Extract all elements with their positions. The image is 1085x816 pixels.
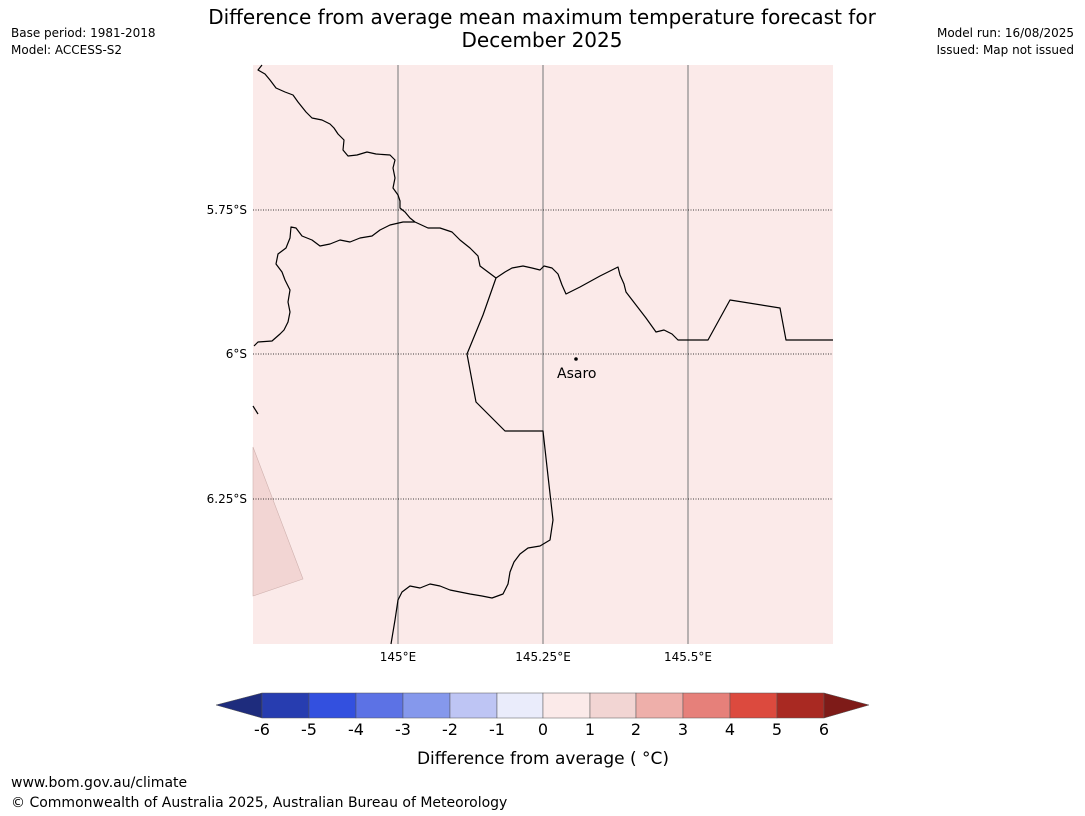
colorbar-title: Difference from average ( °C) <box>417 749 669 769</box>
colorbar-segment <box>355 692 404 719</box>
colorbar-segment <box>542 692 591 719</box>
colorbar-tick-label: -4 <box>348 720 364 739</box>
lat-label-6-25s: 6.25°S <box>207 492 247 506</box>
district-boundary <box>390 277 554 645</box>
map-panel: Asaro 5.75°S 6°S 6.25°S 145°E 145.25°E 1… <box>207 64 833 664</box>
model-run-info: Model run: 16/08/2025 Issued: Map not is… <box>936 25 1074 59</box>
colorbar-segment <box>308 692 357 719</box>
lat-label-6s: 6°S <box>226 347 247 361</box>
colorbar-tick-label: 6 <box>819 720 829 739</box>
colorbar-tick-label: -6 <box>254 720 270 739</box>
footer-url: www.bom.gov.au/climate <box>11 775 188 791</box>
issued-text: Issued: Map not issued <box>936 43 1074 57</box>
colorbar-segment <box>589 692 637 719</box>
colorbar-tick-label: -1 <box>489 720 505 739</box>
colorbar-segment <box>635 692 684 719</box>
colorbar-tick-label: 2 <box>631 720 641 739</box>
colorbar-left-extension <box>215 692 263 719</box>
footer-copyright: © Commonwealth of Australia 2025, Austra… <box>11 795 508 811</box>
colorbar-segment <box>729 692 778 719</box>
colorbar-segment <box>682 692 731 719</box>
colorbar-tick-label: 4 <box>725 720 735 739</box>
lower-anomaly-region <box>252 446 304 597</box>
boundary-fragment-west <box>252 405 259 415</box>
lat-label-5-75s: 5.75°S <box>207 203 247 217</box>
map-title: Difference from average mean maximum tem… <box>142 6 942 52</box>
map-title-line-1: Difference from average mean maximum tem… <box>208 5 876 29</box>
colorbar-tick-label: -5 <box>301 720 317 739</box>
colorbar-segment <box>261 692 310 719</box>
colorbar: -6 -5 -4 -3 -2 -1 0 1 2 3 4 5 6 Differen… <box>215 692 870 769</box>
base-period-info: Base period: 1981-2018 Model: ACCESS-S2 <box>11 25 156 59</box>
colorbar-tick-label: 0 <box>538 720 548 739</box>
colorbar-segment <box>776 692 825 719</box>
colorbar-tick-label: -3 <box>395 720 411 739</box>
model-run-text: Model run: 16/08/2025 <box>936 26 1074 40</box>
model-text: Model: ACCESS-S2 <box>11 43 123 57</box>
map-title-line-2: December 2025 <box>461 28 623 52</box>
colorbar-tick-label: 3 <box>678 720 688 739</box>
colorbar-right-extension <box>823 692 870 719</box>
colorbar-segment <box>496 692 544 719</box>
provincial-boundary-north <box>257 64 416 223</box>
colorbar-tick-label: -2 <box>442 720 458 739</box>
lon-label-145-5e: 145.5°E <box>664 650 712 664</box>
provincial-boundary-central <box>253 221 415 347</box>
colorbar-segment <box>402 692 451 719</box>
lon-label-145e: 145°E <box>380 650 417 664</box>
colorbar-tick-label: 5 <box>772 720 782 739</box>
asaro-location-dot <box>574 357 578 361</box>
lon-label-145-25e: 145.25°E <box>515 650 571 664</box>
asaro-place-label: Asaro <box>557 366 596 382</box>
colorbar-segment <box>449 692 498 719</box>
provincial-boundary-east <box>414 221 833 341</box>
base-period-text: Base period: 1981-2018 <box>11 26 156 40</box>
colorbar-tick-label: 1 <box>585 720 595 739</box>
